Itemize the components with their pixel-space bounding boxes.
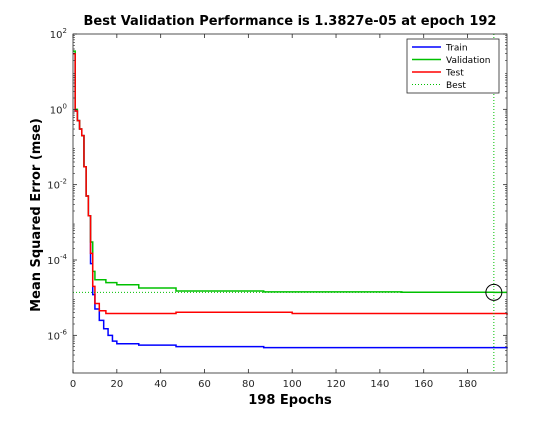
legend: Train Validation Test Best — [406, 38, 500, 94]
y-tick-label: 10-4 — [47, 253, 67, 267]
legend-label-train: Train — [445, 44, 468, 54]
series-line-train — [73, 52, 508, 349]
legend-label-best: Best — [446, 81, 466, 91]
series-layer — [73, 50, 508, 349]
y-tick-label: 10-2 — [47, 178, 67, 192]
x-tick-label: 140 — [370, 379, 389, 390]
chart-title: Best Validation Performance is 1.3827e-0… — [84, 14, 497, 29]
y-axis-label: Mean Squared Error (mse) — [29, 118, 44, 312]
plot-area-frame — [72, 33, 508, 374]
x-tick-label: 0 — [70, 379, 76, 390]
x-axis-label: 198 Epochs — [248, 393, 332, 408]
x-tick-label: 100 — [283, 379, 302, 390]
best-marker-layer — [73, 34, 507, 373]
x-tick-label: 20 — [110, 379, 123, 390]
legend-box — [406, 38, 500, 94]
series-line-test — [73, 52, 508, 315]
legend-label-validation: Validation — [446, 56, 490, 66]
y-tick-label: 100 — [50, 102, 67, 116]
x-tick-label: 40 — [154, 379, 167, 390]
y-tick-label: 102 — [50, 27, 67, 41]
x-tick-label: 160 — [414, 379, 433, 390]
legend-label-test: Test — [445, 69, 464, 79]
best-point-marker — [485, 283, 503, 301]
y-axis-ticks: 10-6 10-4 10-2 100 102 — [47, 27, 507, 362]
y-tick-label: 10-6 — [47, 328, 67, 342]
x-tick-label: 80 — [242, 379, 255, 390]
x-axis-ticks: 0 20 40 60 80 100 120 140 160 180 — [70, 34, 477, 390]
x-tick-label: 180 — [458, 379, 477, 390]
x-tick-label: 120 — [326, 379, 345, 390]
x-tick-label: 60 — [198, 379, 211, 390]
